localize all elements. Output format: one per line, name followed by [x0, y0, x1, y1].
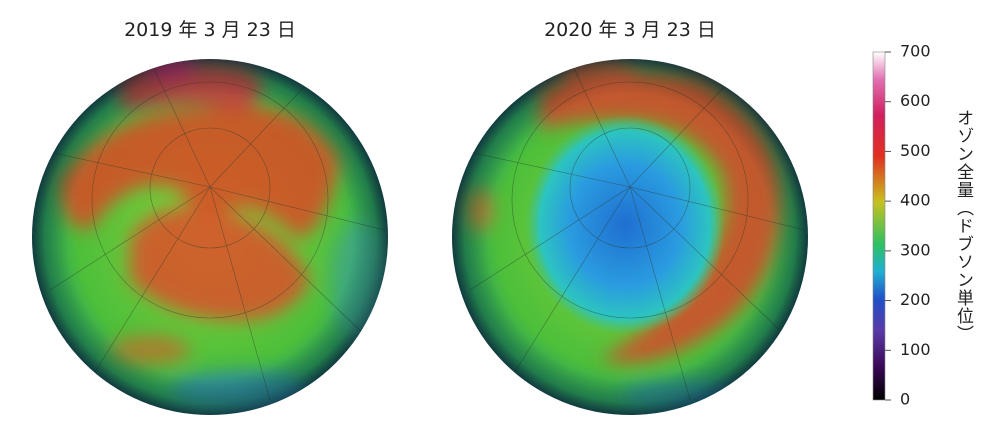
- tick-label: 700: [900, 42, 931, 61]
- tick-label: 200: [900, 290, 931, 309]
- panel-title: 2019 年 3 月 23 日: [124, 19, 296, 41]
- colorbar-label: オゾン全量（ドブソン単位）: [953, 109, 974, 343]
- tick-label: 400: [900, 191, 931, 210]
- globe-2020: [452, 59, 808, 415]
- tick-label: 600: [900, 91, 931, 110]
- tick-label: 0: [900, 390, 910, 409]
- tick-label: 300: [900, 240, 931, 259]
- globe-2019: [32, 59, 388, 415]
- colorbar: [872, 51, 886, 401]
- tick-label: 500: [900, 141, 931, 160]
- panel-title: 2020 年 3 月 23 日: [544, 19, 716, 41]
- tick-label: 100: [900, 340, 931, 359]
